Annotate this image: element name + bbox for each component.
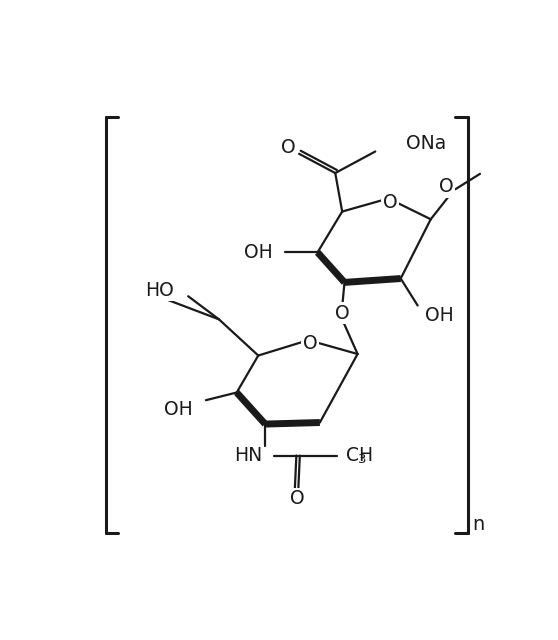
Text: OH: OH bbox=[244, 243, 273, 262]
Text: O: O bbox=[302, 333, 317, 353]
Text: n: n bbox=[473, 515, 484, 534]
Text: O: O bbox=[335, 304, 349, 323]
Text: HO: HO bbox=[146, 280, 174, 300]
Text: ONa: ONa bbox=[406, 134, 446, 152]
Text: O: O bbox=[439, 177, 454, 196]
Text: O: O bbox=[281, 138, 296, 157]
Text: CH: CH bbox=[346, 446, 373, 465]
Text: O: O bbox=[290, 489, 305, 508]
Text: O: O bbox=[383, 193, 397, 212]
Text: 3: 3 bbox=[358, 453, 366, 466]
Text: OH: OH bbox=[164, 400, 193, 419]
Text: HN: HN bbox=[234, 446, 262, 465]
Text: OH: OH bbox=[425, 306, 454, 325]
